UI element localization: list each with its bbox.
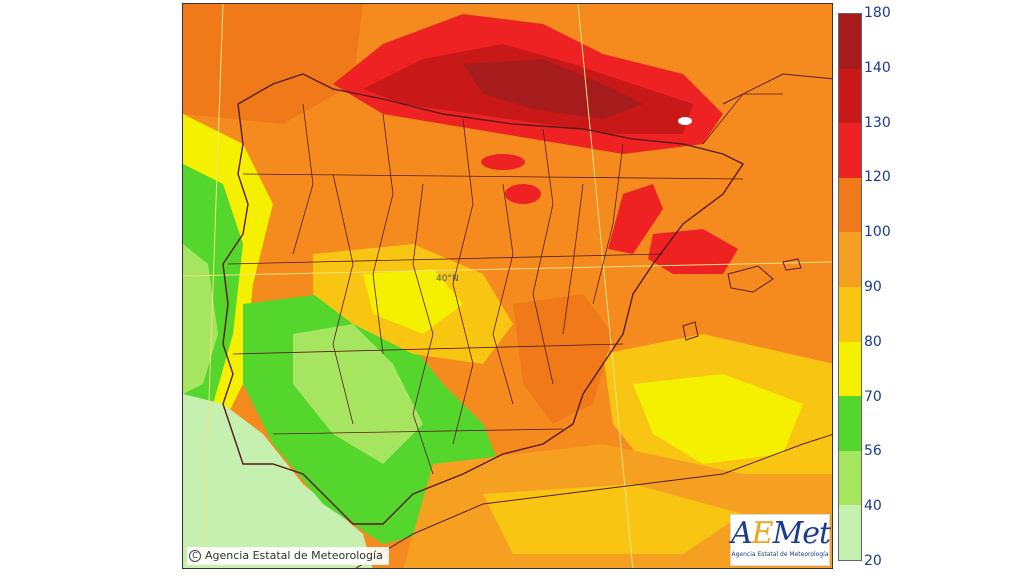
legend-label: 130 [864,114,891,131]
legend-label: 140 [864,59,891,76]
west-lightgreen-band [183,244,218,394]
legend-label: 20 [864,553,882,569]
legend-color-scale [838,13,862,561]
north-deep-red-core [463,59,643,119]
legend-label: 180 [864,5,891,21]
legend-label: 90 [864,279,882,295]
south-lightgreen-area [293,324,423,464]
legend-swatch [839,14,861,69]
legend-swatch [839,123,861,178]
logo-subtitle: Agencia Estatal de Meteorología [731,551,829,558]
legend-swatch [839,450,861,506]
pyrenees-border [702,93,783,145]
meridian-line-west [202,4,224,568]
southeast-sea-bright-area [633,374,803,464]
legend-label: 120 [864,169,891,186]
legend-swatch [839,232,861,287]
alboran-yellow-area [483,484,743,554]
legend-label: 100 [864,224,891,241]
logo-wordmark: AEMet [731,516,831,551]
central-bright-yellow-area [363,269,463,334]
wind-gust-map [183,4,832,568]
ebro-red-streak [608,184,663,254]
mallorca-island [727,265,774,293]
copyright-icon: C [189,550,201,562]
legend-labels: 180 140 130 120 100 90 80 70 56 40 20 [864,0,904,576]
copyright-notice: C Agencia Estatal de Meteorología [187,547,389,565]
legend-label: 70 [864,388,882,405]
menorca-island [782,258,802,271]
inland-red-blob [505,184,541,204]
meridian-line [577,4,634,568]
white-max-spot [678,117,692,125]
province-borders [227,103,744,475]
iberia-coastline [222,73,745,525]
legend-swatch [839,286,861,342]
latitude-label: 40°N [436,274,459,284]
legend-swatch [839,177,861,233]
north-africa-coastline [355,434,832,568]
aemet-logo: AEMet Agencia Estatal de Meteorología [730,514,831,566]
southeast-orange-area [513,294,613,424]
legend-swatch [839,68,861,124]
map-panel: 40°N C Agencia Estatal de Meteorología A… [182,3,833,569]
ibiza-island [682,321,699,341]
atlantic-north-area [183,4,363,124]
legend-label: 56 [864,443,882,460]
parallel-40n [183,261,832,277]
legend-label: 80 [864,333,882,350]
legend-swatch [839,341,861,397]
inland-red-blob-2 [481,154,525,170]
southwest-pale-area [183,394,373,568]
legend-swatch [839,505,861,560]
copyright-text: Agencia Estatal de Meteorología [205,549,383,562]
legend-label: 40 [864,498,882,515]
legend-swatch [839,396,861,451]
